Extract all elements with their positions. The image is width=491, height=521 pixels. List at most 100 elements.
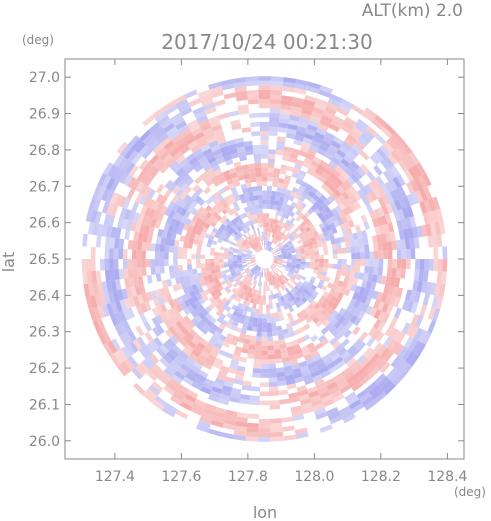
field-cell [236,271,242,276]
field-cell [246,286,251,292]
field-cell [301,297,308,304]
field-cell [328,123,340,133]
field-cell [195,282,202,289]
field-cell [275,272,280,277]
field-cell [435,208,444,222]
field-cell [230,219,237,225]
field-cell [296,283,302,289]
field-cell [238,293,244,299]
field-cell [96,186,106,200]
field-cell [211,272,218,278]
field-cell [164,207,172,217]
field-cell [308,233,315,239]
field-cell [344,167,354,177]
field-cell [218,226,224,233]
field-cell [204,378,215,387]
field-cell [421,281,428,294]
field-cell [182,359,193,369]
field-cell [180,182,189,192]
field-cell [263,217,266,223]
field-cell [265,245,267,250]
field-cell [134,364,147,377]
field-cell [163,252,169,259]
field-cell [154,251,160,259]
field-cell [282,361,291,368]
field-cell [254,270,258,275]
field-cell [208,208,216,215]
field-cell [291,274,297,279]
field-cell [369,154,381,165]
field-cell [295,130,306,138]
field-cell [184,393,197,403]
field-cell [271,280,275,286]
field-cell [263,222,266,227]
field-cell [113,351,124,364]
field-cell [247,413,260,419]
field-cell [261,167,268,173]
field-cell [118,248,124,259]
field-cell [175,277,181,285]
field-cell [155,236,162,245]
field-cell [381,205,390,216]
field-cell [190,302,198,311]
field-cell [243,239,249,245]
field-cell [210,247,216,252]
field-cell [353,271,360,279]
field-cell [250,259,256,261]
field-cell [301,108,313,116]
field-cell [172,344,182,355]
field-cell [254,294,259,300]
field-cell [235,141,245,149]
field-cell [233,211,240,218]
field-cell [274,273,279,278]
field-cell [185,280,192,288]
field-cell [319,194,327,202]
field-cell [346,246,352,254]
field-cell [179,401,193,411]
field-cell [230,324,238,332]
field-cell [180,363,191,373]
field-cell [299,266,305,271]
field-cell [332,248,338,255]
field-cell [436,271,443,284]
field-cell [333,220,340,228]
field-cell [371,388,384,400]
field-cell [141,147,153,160]
field-cell [353,170,363,180]
field-cell [252,303,257,309]
field-cell [282,356,290,363]
field-cell [319,254,324,259]
field-cell [155,273,162,282]
field-cell [225,159,234,166]
field-cell [145,216,153,227]
field-cell [382,141,395,154]
field-cell [202,127,214,136]
field-cell [185,292,192,300]
field-cell [280,347,288,354]
field-cell [409,216,417,228]
field-cell [301,259,306,262]
field-cell [246,269,251,274]
field-cell [247,205,253,212]
field-cell [391,267,397,278]
field-cell [151,107,165,119]
field-cell [280,104,292,111]
field-cell [230,392,241,399]
field-cell [303,353,313,361]
field-cell [241,324,248,330]
field-cell [345,304,354,313]
field-cell [282,235,288,240]
field-cell [414,315,424,328]
field-cell [166,381,178,392]
field-cell [185,177,195,186]
field-cell [259,208,263,214]
field-cell [411,340,422,354]
field-cell [121,346,132,359]
field-cell [161,295,169,304]
field-cell [274,240,279,245]
field-cell [306,386,318,394]
field-cell [250,177,257,183]
field-cell [233,289,240,295]
field-cell [260,373,269,378]
field-cell [434,283,442,297]
